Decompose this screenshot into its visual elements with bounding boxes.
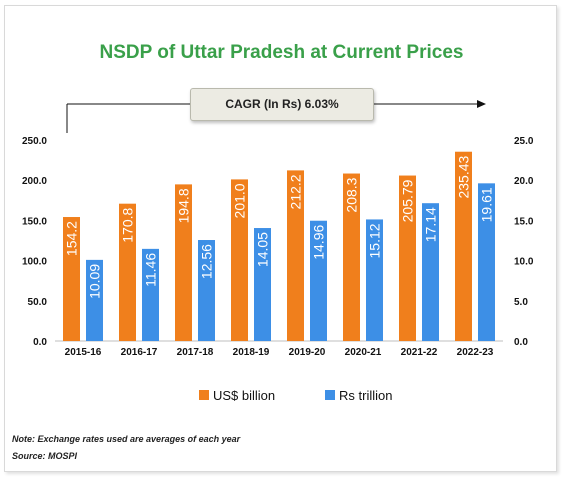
x-axis-tick: 2021-22 bbox=[401, 347, 438, 358]
data-label-rs: 14.05 bbox=[255, 232, 271, 267]
bar-rs-trillion bbox=[86, 259, 103, 341]
bar-usd-billion bbox=[455, 151, 472, 341]
bar-usd-billion bbox=[343, 173, 360, 341]
data-label-usd: 154.2 bbox=[64, 221, 80, 256]
left-axis-tick: 0.0 bbox=[33, 337, 47, 348]
x-axis-tick: 2019-20 bbox=[289, 347, 326, 358]
left-axis-tick: 100.0 bbox=[22, 257, 47, 268]
bar-rs-trillion bbox=[142, 248, 159, 341]
data-label-rs: 19.61 bbox=[479, 187, 495, 222]
chart-title: NSDP of Uttar Pradesh at Current Prices bbox=[99, 42, 464, 63]
data-label-rs: 17.14 bbox=[423, 207, 439, 242]
bar-usd-billion bbox=[63, 217, 80, 341]
legend-swatch-usd bbox=[199, 390, 209, 400]
data-label-usd: 194.8 bbox=[176, 188, 192, 223]
bar-usd-billion bbox=[231, 179, 248, 341]
legend-label-usd: US$ billion bbox=[213, 388, 275, 403]
right-axis-tick: 5.0 bbox=[514, 297, 528, 308]
cagr-annotation: CAGR (In Rs) 6.03% bbox=[190, 88, 374, 121]
bar-rs-trillion bbox=[310, 220, 327, 341]
right-axis-tick: 20.0 bbox=[514, 176, 534, 187]
left-axis-tick: 50.0 bbox=[28, 297, 48, 308]
bar-rs-trillion bbox=[366, 219, 383, 341]
data-label-usd: 205.79 bbox=[400, 179, 416, 222]
data-label-rs: 14.96 bbox=[311, 225, 327, 260]
bar-usd-billion bbox=[287, 170, 304, 341]
right-axis-tick: 15.0 bbox=[514, 216, 534, 227]
data-label-usd: 170.8 bbox=[120, 207, 136, 242]
data-label-usd: 208.3 bbox=[344, 177, 360, 212]
exchange-note: Note: Exchange rates used are averages o… bbox=[12, 434, 241, 444]
bar-rs-trillion bbox=[254, 228, 271, 341]
data-label-usd: 235.43 bbox=[456, 156, 472, 199]
legend-swatch-rs bbox=[325, 390, 335, 400]
bar-rs-trillion bbox=[478, 183, 495, 341]
left-axis-tick: 150.0 bbox=[22, 216, 47, 227]
bar-usd-billion bbox=[119, 203, 136, 341]
x-axis-tick: 2015-16 bbox=[65, 347, 102, 358]
data-label-rs: 15.12 bbox=[367, 223, 383, 258]
bar-usd-billion bbox=[175, 184, 192, 341]
bar-rs-trillion bbox=[422, 203, 439, 341]
data-label-usd: 212.2 bbox=[288, 174, 304, 209]
data-label-rs: 12.56 bbox=[199, 244, 215, 279]
x-axis-tick: 2020-21 bbox=[345, 347, 382, 358]
data-label-rs: 10.09 bbox=[87, 264, 103, 299]
x-axis-tick: 2022-23 bbox=[457, 347, 494, 358]
x-axis-tick: 2018-19 bbox=[233, 347, 270, 358]
bar-rs-trillion bbox=[198, 240, 215, 341]
right-axis-tick: 10.0 bbox=[514, 257, 534, 268]
left-axis-tick: 200.0 bbox=[22, 176, 47, 187]
x-axis-tick: 2016-17 bbox=[121, 347, 158, 358]
left-axis-tick: 250.0 bbox=[22, 136, 47, 147]
x-axis-tick: 2017-18 bbox=[177, 347, 214, 358]
legend-label-rs: Rs trillion bbox=[339, 388, 392, 403]
data-label-rs: 11.46 bbox=[143, 253, 159, 287]
source-note: Source: MOSPI bbox=[12, 451, 78, 461]
right-axis-tick: 25.0 bbox=[514, 136, 534, 147]
data-label-usd: 201.0 bbox=[232, 183, 248, 218]
bar-usd-billion bbox=[399, 175, 416, 341]
right-axis-tick: 0.0 bbox=[514, 337, 528, 348]
